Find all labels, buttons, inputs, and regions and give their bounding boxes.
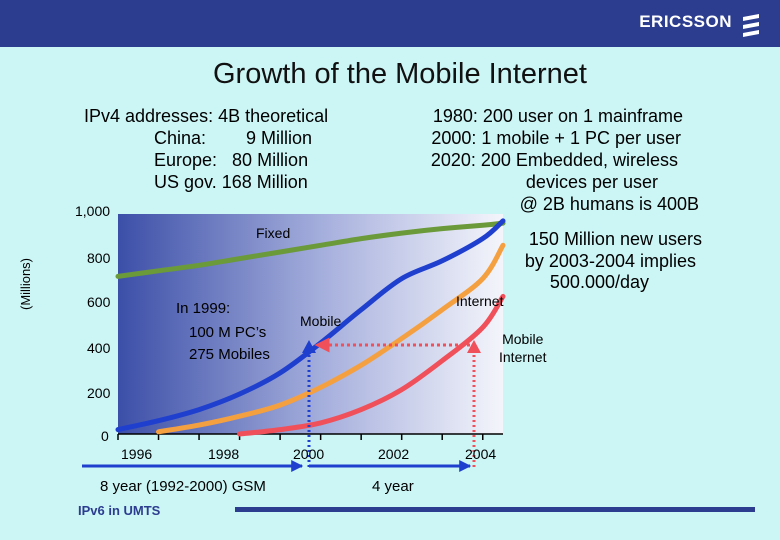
- mobile-internet-arrowhead: [467, 340, 481, 353]
- series-label-fixed: Fixed: [256, 225, 291, 241]
- x-tick-label: 2000: [293, 446, 325, 462]
- series-label-mobile-internet: Mobile Internet: [499, 330, 546, 366]
- history-note-line: 1980: 200 user on 1 mainframe: [432, 106, 683, 126]
- y-tick-label: 200: [87, 385, 111, 401]
- y-axis-label: (Millions): [18, 258, 33, 310]
- series-label-mobile-internet-line1: Mobile: [502, 331, 544, 347]
- history-note-line: 2020: 200 Embedded, wireless: [430, 150, 678, 170]
- ipv6-label: IPv6 in UMTS: [78, 503, 161, 518]
- mobile-2000-arrowhead: [302, 340, 316, 353]
- new-users-note-line: by 2003-2004 implies: [524, 251, 696, 271]
- ipv4-note-line: Europe: 80 Million: [154, 150, 309, 170]
- y-tick-label: 400: [87, 340, 111, 356]
- history-note-line: devices per user: [525, 172, 658, 192]
- bottom-accent-line: [235, 507, 755, 512]
- four-year-label: 4 year: [372, 478, 414, 495]
- x-tick-marks: [117, 434, 484, 440]
- ericsson-logo-text: ERICSSON: [639, 12, 732, 31]
- y-tick-label: 0: [101, 428, 109, 444]
- plot-area: [118, 214, 503, 434]
- in1999-note-line: 275 Mobiles: [189, 346, 270, 363]
- x-tick-label: 1996: [121, 446, 153, 462]
- page-title: Growth of the Mobile Internet: [213, 58, 587, 90]
- x-tick-label: 1998: [208, 446, 240, 462]
- ipv4-note-line: China: 9 Million: [154, 128, 313, 148]
- x-tick-label: 2004: [465, 446, 497, 462]
- series-line-mobile-internet: [237, 293, 506, 437]
- in1999-note-line: In 1999:: [176, 300, 231, 317]
- ipv4-note-line: US gov. 168 Million: [154, 172, 308, 192]
- y-tick-label: 1,000: [75, 203, 111, 219]
- y-tick-label: 600: [87, 294, 111, 310]
- in1999-note-line: 100 M PC’s: [189, 324, 267, 341]
- gsm-timeline-label: 8 year (1992-2000) GSM: [100, 478, 266, 495]
- ericsson-logo-icon: [743, 14, 759, 37]
- history-note-line: 2000: 1 mobile + 1 PC per user: [431, 128, 681, 148]
- new-users-note-line: 150 Million new users: [528, 229, 702, 249]
- series-label-mobile: Mobile: [300, 313, 342, 329]
- history-note-line: @ 2B humans is 400B: [519, 194, 699, 214]
- series-label-internet: Internet: [456, 293, 504, 309]
- ipv4-note-line: IPv4 addresses: 4B theoretical: [84, 106, 329, 126]
- series-line-internet: [156, 242, 506, 435]
- new-users-note-line: 500.000/day: [549, 272, 649, 292]
- header-bar: [0, 0, 780, 47]
- series-line-fixed: [115, 220, 506, 279]
- y-tick-label: 800: [87, 250, 111, 266]
- series-label-mobile-internet-line2: Internet: [499, 349, 547, 365]
- x-tick-label: 2002: [378, 446, 410, 462]
